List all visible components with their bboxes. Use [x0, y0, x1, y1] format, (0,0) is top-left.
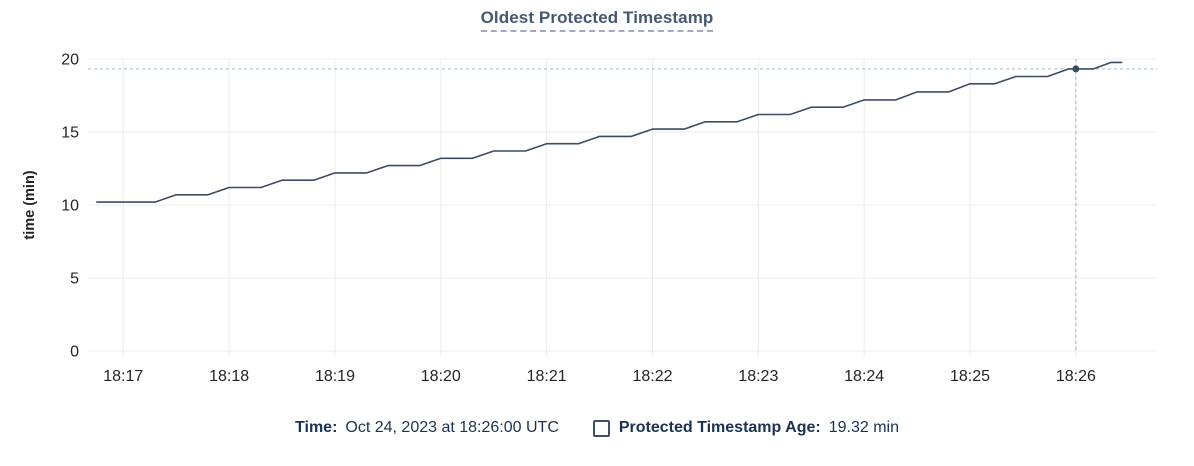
highlight-point	[1072, 65, 1080, 73]
chart-legend: Time: Oct 24, 2023 at 18:26:00 UTC Prote…	[0, 419, 1194, 437]
x-tick-label: 18:22	[632, 368, 672, 385]
y-tick-label: 20	[61, 52, 79, 69]
legend-series-toggle[interactable]: Protected Timestamp Age: 19.32 min	[592, 419, 899, 437]
y-tick-label: 15	[61, 125, 79, 142]
legend-time: Time: Oct 24, 2023 at 18:26:00 UTC	[295, 419, 559, 437]
chart-title[interactable]: Oldest Protected Timestamp	[480, 8, 714, 32]
x-tick-label: 18:21	[527, 368, 567, 385]
x-tick-label: 18:20	[421, 368, 461, 385]
x-tick-label: 18:18	[209, 368, 249, 385]
y-tick-label: 0	[70, 344, 79, 361]
x-tick-label: 18:26	[1056, 368, 1096, 385]
x-tick-label: 18:23	[738, 368, 778, 385]
series-checkbox-icon	[592, 419, 610, 437]
x-tick-label: 18:25	[950, 368, 990, 385]
y-axis-title: time (min)	[22, 170, 38, 239]
x-tick-label: 18:17	[103, 368, 143, 385]
legend-series-label: Protected Timestamp Age:	[618, 419, 821, 436]
y-tick-label: 5	[70, 271, 79, 288]
chart-header: Oldest Protected Timestamp	[0, 8, 1194, 32]
x-tick-label: 18:24	[844, 368, 884, 385]
plot-layer: 0 5 10 15 20 18:17 18:18 18:19 18:20 18:21 18:22 18…	[61, 52, 1157, 385]
legend-time-label: Time:	[295, 419, 338, 436]
x-tick-label: 18:19	[315, 368, 355, 385]
legend-time-value: Oct 24, 2023 at 18:26:00 UTC	[345, 419, 559, 436]
series-line	[96, 61, 1123, 203]
y-tick-label: 10	[61, 198, 79, 215]
legend-series-value: 19.32 min	[828, 419, 899, 436]
